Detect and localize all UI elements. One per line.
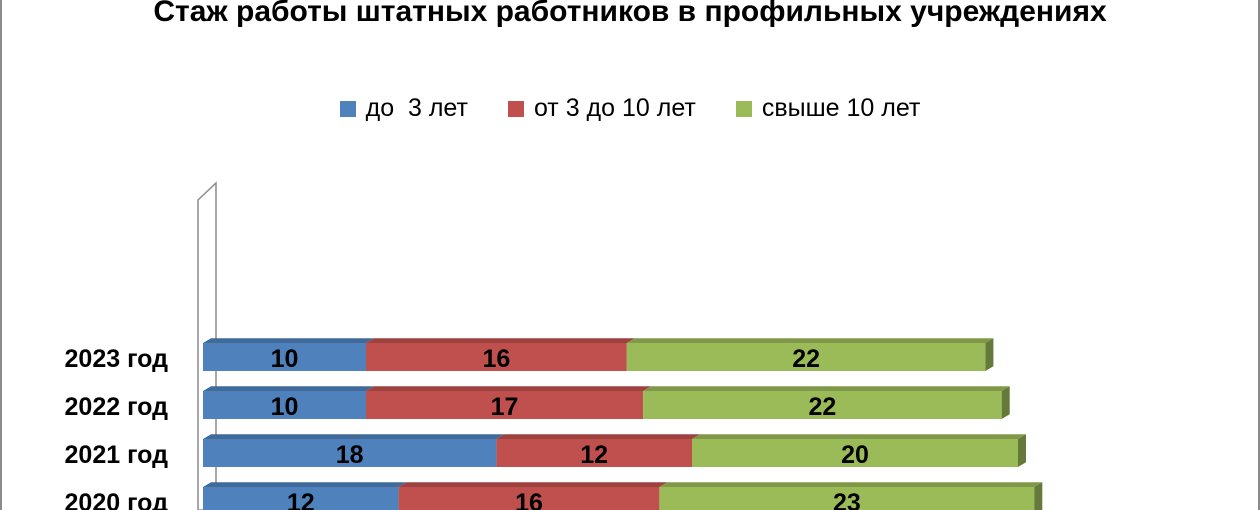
bar-segment (692, 439, 1018, 467)
bar-segment (659, 487, 1035, 510)
bar-top-face (496, 434, 700, 439)
category-label: 2022 год (65, 393, 169, 421)
bar-top-face (203, 482, 407, 487)
legend-label-series-3: свыше 10 лет (761, 94, 921, 122)
bar-top-face (366, 386, 652, 391)
legend-swatch-series-2 (507, 100, 524, 117)
bar-segment (643, 391, 1002, 419)
data-label: 22 (808, 393, 836, 421)
legend-swatch-series-1 (339, 100, 356, 117)
bar-segment (203, 487, 399, 510)
bar-top-face (203, 338, 374, 343)
category-label: 2021 год (65, 441, 169, 469)
data-label: 20 (841, 441, 869, 469)
bar-segment (366, 391, 644, 419)
category-label: 2023 год (65, 345, 169, 373)
bar-segment (398, 487, 660, 510)
data-label: 17 (491, 393, 519, 421)
bar-segment (496, 439, 692, 467)
data-label: 12 (287, 489, 315, 510)
data-label: 16 (515, 489, 543, 510)
bar-side-face (1001, 386, 1010, 419)
bar-segment (626, 343, 986, 371)
bar-segment (203, 343, 366, 371)
data-label: 10 (271, 345, 299, 373)
legend-item-series-2: от 3 до 10 лет (507, 94, 696, 123)
bar-top-face (203, 434, 505, 439)
legend-item-series-3: свыше 10 лет (735, 94, 921, 123)
bar-side-face (1034, 482, 1043, 510)
data-label: 10 (271, 393, 299, 421)
data-label: 23 (833, 489, 861, 510)
bar-side-face (985, 338, 994, 371)
category-label: 2020 год (65, 489, 169, 510)
bar-top-face (626, 338, 994, 343)
bar-segment (203, 439, 497, 467)
legend-label-series-2: от 3 до 10 лет (533, 94, 696, 122)
legend-label-series-1: до 3 лет (365, 94, 468, 122)
data-label: 18 (336, 441, 364, 469)
bar-top-face (366, 338, 635, 343)
legend-item-series-1: до 3 лет (339, 94, 468, 123)
data-label: 12 (580, 441, 608, 469)
bar-top-face (643, 386, 1010, 391)
bar-top-face (692, 434, 1026, 439)
bar-segment (366, 343, 627, 371)
bar-side-face (1018, 434, 1026, 467)
bar-top-face (398, 482, 668, 487)
legend-swatch-series-3 (735, 100, 752, 117)
data-label: 16 (482, 345, 510, 373)
bar-segment (203, 391, 366, 419)
chart-title: Стаж работы штатных работников в профиль… (153, 0, 1107, 28)
bar-top-face (203, 386, 374, 391)
data-label: 22 (792, 345, 820, 373)
legend: до 3 лет от 3 до 10 лет свыше 10 лет (0, 94, 1260, 123)
bar-top-face (659, 482, 1043, 487)
